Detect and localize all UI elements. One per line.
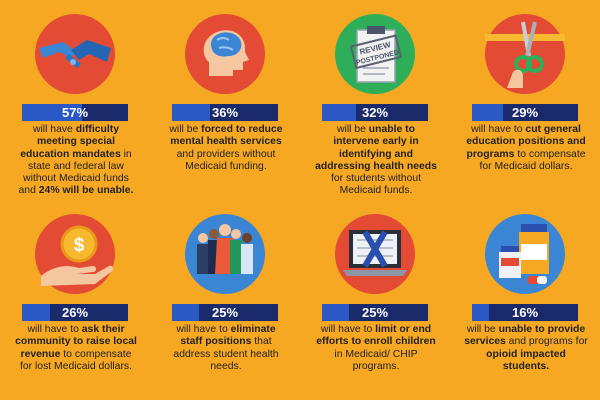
svg-text:$: $ (74, 235, 85, 256)
pill-bottles-icon (483, 212, 567, 296)
stat-description: will have to cut general education posit… (466, 124, 586, 172)
stat-percent: 16% (511, 305, 539, 320)
stat-percent: 26% (61, 305, 89, 320)
stat-description: will have to limit or end efforts to enr… (316, 324, 436, 372)
stat-cell-local-revenue: $ 26% will have to ask their community t… (0, 200, 150, 400)
stat-bar: 36% (172, 104, 278, 121)
stat-percent: 25% (361, 305, 389, 320)
stat-cell-mental-health: 36% will be forced to reduce mental heal… (150, 0, 300, 200)
scissors-cutting-ribbon-icon (483, 12, 567, 96)
stat-description: will be unable to intervene early in ide… (315, 124, 437, 197)
stat-percent: 36% (211, 105, 239, 120)
stat-bar: 29% (472, 104, 578, 121)
stat-percent: 57% (61, 105, 89, 120)
stat-bar-fill (322, 104, 356, 121)
stat-bar-fill (172, 104, 211, 121)
stat-description: will be forced to reduce mental health s… (169, 124, 283, 172)
stat-cell-general-education: 29% will have to cut general education p… (450, 0, 600, 200)
stat-bar: 25% (172, 304, 278, 321)
handshake-icon (33, 12, 117, 96)
stat-bar: 57% (22, 104, 128, 121)
stat-bar-fill (172, 304, 199, 321)
stat-bar: 26% (22, 304, 128, 321)
stat-bar: 16% (472, 304, 578, 321)
stat-bar-fill (472, 304, 489, 321)
group-of-people-icon (183, 212, 267, 296)
stat-description: will be unable to provide services and p… (464, 324, 588, 372)
stat-cell-opioid-services: 16% will be unable to provide services a… (450, 200, 600, 400)
laptop-x-icon (333, 212, 417, 296)
stat-description: will have to eliminate staff positions t… (173, 324, 279, 372)
stat-bar: 32% (322, 104, 428, 121)
stat-cell-staff-positions: 25% will have to eliminate staff positio… (150, 200, 300, 400)
stat-cell-difficulty-mandates: 57% will have difficulty meeting special… (0, 0, 150, 200)
clipboard-stamp-icon: REVIEW POSTPONED (333, 12, 417, 96)
stat-cell-medicaid-enrollment: 25% will have to limit or end efforts to… (300, 200, 450, 400)
stat-cell-early-intervention: REVIEW POSTPONED 32% will be unable to i… (300, 0, 450, 200)
stat-percent: 25% (211, 305, 239, 320)
hand-holding-dollar-coin-icon: $ (33, 212, 117, 296)
brain-head-icon (183, 12, 267, 96)
stat-percent: 29% (511, 105, 539, 120)
stat-bar-fill (22, 304, 50, 321)
stat-percent: 32% (361, 105, 389, 120)
stat-description: will have to ask their community to rais… (15, 324, 137, 372)
stat-bar-fill (322, 304, 349, 321)
stat-bar-fill (472, 104, 503, 121)
stat-description: will have difficulty meeting special edu… (18, 124, 134, 197)
stat-bar: 25% (322, 304, 428, 321)
stat-bar-fill (22, 104, 83, 121)
